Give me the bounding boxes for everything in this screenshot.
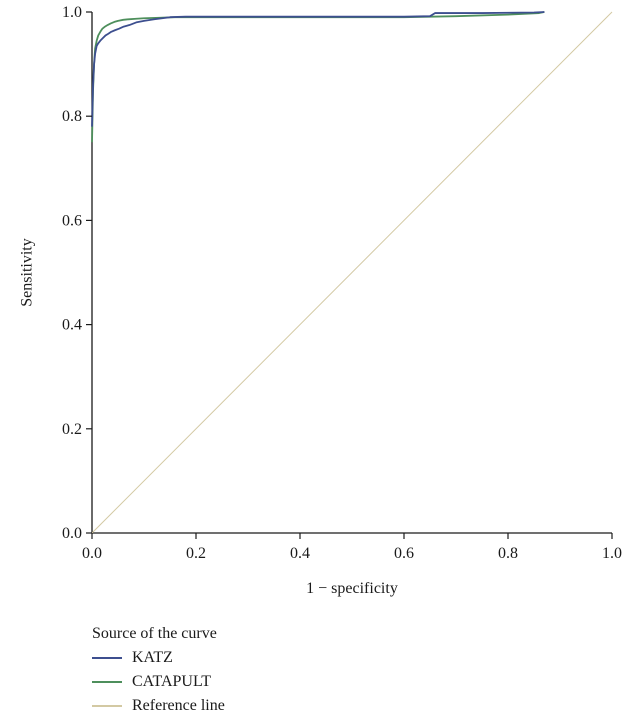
legend-label-reference: Reference line — [132, 697, 225, 714]
y-tick-label: 1.0 — [62, 4, 82, 21]
x-tick-label: 0.0 — [82, 545, 102, 562]
legend-item-katz: KATZ — [92, 646, 225, 670]
legend-item-reference: Reference line — [92, 694, 225, 718]
legend: Source of the curve KATZ CATAPULT Refere… — [92, 622, 225, 718]
y-tick-label: 0.2 — [62, 421, 82, 438]
roc-chart: 0.0 0.2 0.4 0.6 0.8 1.0 0.0 0.2 0.4 0.6 0.8 1.0 1 −… — [19, 4, 622, 597]
x-axis-label: 1 − specificity — [306, 580, 398, 597]
legend-label-catapult: CATAPULT — [132, 673, 212, 690]
legend-swatch-catapult — [92, 681, 122, 683]
y-tick-label: 0.6 — [62, 212, 82, 229]
x-tick-label: 0.6 — [394, 545, 414, 562]
legend-swatch-katz — [92, 657, 122, 659]
y-tick-label: 0.0 — [62, 525, 82, 542]
x-tick-label: 0.2 — [186, 545, 206, 562]
legend-title: Source of the curve — [92, 625, 217, 642]
legend-item-catapult: CATAPULT — [92, 670, 225, 694]
series-line-reference-line — [91, 11, 613, 534]
series-line-catapult — [91, 11, 545, 143]
series-line-katz — [91, 11, 545, 127]
legend-label-katz: KATZ — [132, 649, 173, 666]
ticks-group: 0.0 0.2 0.4 0.6 0.8 1.0 0.0 0.2 0.4 0.6 0.8 1.0 — [62, 4, 622, 562]
x-tick-label: 0.8 — [498, 545, 518, 562]
series-group — [91, 11, 613, 534]
legend-swatch-reference — [92, 705, 122, 707]
x-tick-label: 0.4 — [290, 545, 310, 562]
x-tick-label: 1.0 — [602, 545, 622, 562]
y-tick-label: 0.8 — [62, 108, 82, 125]
y-axis-label: Sensitivity — [19, 238, 36, 306]
y-tick-label: 0.4 — [62, 317, 82, 334]
